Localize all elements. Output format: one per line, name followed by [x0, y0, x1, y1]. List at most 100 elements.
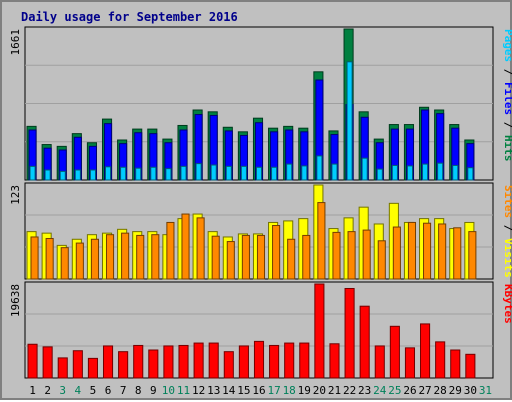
- bar-sites-day-17: [272, 225, 281, 280]
- legend-entry: /: [502, 115, 512, 135]
- bar-pages-day-4: [74, 169, 81, 181]
- bar-pages-day-15: [240, 165, 247, 181]
- bar-pages-day-9: [150, 166, 157, 181]
- bar-pages-day-11: [180, 165, 187, 181]
- panel-kbytes: 19638 KBytes: [9, 281, 512, 379]
- x-tick-label: 22: [343, 384, 356, 397]
- bar-sites-day-14: [226, 241, 235, 280]
- x-tick-label: 21: [328, 384, 341, 397]
- bar-kbytes-day-23: [359, 305, 370, 379]
- bar-kbytes-day-14: [223, 351, 234, 379]
- bar-sites-day-21: [332, 231, 341, 280]
- bar-sites-day-10: [166, 221, 175, 280]
- bar-pages-day-3: [59, 170, 66, 181]
- bar-pages-day-23: [361, 157, 368, 181]
- bar-pages-day-24: [376, 168, 383, 181]
- bar-sites-day-8: [136, 234, 145, 280]
- bar-pages-day-16: [255, 166, 263, 181]
- legend-kbytes: KBytes: [502, 284, 512, 324]
- bar-sites-day-2: [45, 237, 54, 280]
- bar-sites-day-9: [151, 234, 160, 280]
- bar-pages-day-29: [452, 164, 459, 181]
- bar-pages-day-8: [135, 167, 142, 181]
- legend-entry: Pages: [502, 29, 512, 62]
- bar-sites-day-1: [30, 236, 39, 280]
- bar-kbytes-day-6: [102, 345, 114, 379]
- bar-sites-day-28: [438, 223, 447, 280]
- x-tick-label: 4: [75, 384, 82, 397]
- bar-kbytes-day-19: [299, 342, 310, 379]
- bar-sites-day-18: [287, 238, 296, 280]
- bar-pages-day-22: [346, 61, 353, 181]
- bar-sites-day-12: [196, 217, 205, 280]
- bar-pages-day-14: [225, 165, 232, 181]
- x-tick-label: 6: [105, 384, 112, 397]
- x-tick-label: 16: [252, 384, 265, 397]
- x-tick-label: 11: [177, 384, 190, 397]
- bar-kbytes-day-3: [57, 357, 68, 379]
- legend-entry: Sites: [502, 185, 512, 218]
- bar-kbytes-day-8: [133, 344, 144, 379]
- bar-pages-day-10: [165, 168, 172, 181]
- panel-hits: 1661 Pages / Files / Hits: [9, 26, 512, 181]
- bar-kbytes-day-7: [118, 351, 129, 379]
- bar-kbytes-day-9: [148, 349, 159, 379]
- ymax-label-kbytes: 19638: [9, 284, 22, 317]
- x-tick-label: 18: [283, 384, 296, 397]
- bar-sites-day-26: [407, 221, 417, 280]
- bar-pages-day-17: [271, 166, 278, 181]
- bar-sites-day-13: [211, 235, 220, 280]
- bar-pages-day-1: [29, 165, 36, 181]
- x-tick-label: 26: [403, 384, 416, 397]
- bar-pages-day-19: [301, 165, 308, 181]
- chart-title: Daily usage for September 2016: [21, 10, 238, 24]
- bar-pages-day-27: [422, 163, 429, 181]
- bar-pages-day-6: [104, 166, 112, 181]
- x-tick-label: 2: [44, 384, 51, 397]
- x-tick-label: 24: [373, 384, 387, 397]
- bar-pages-day-28: [437, 162, 444, 181]
- bar-pages-day-20: [316, 155, 323, 181]
- bar-sites-day-6: [105, 234, 115, 280]
- bar-sites-day-15: [241, 234, 250, 280]
- bar-kbytes-day-26: [404, 347, 416, 379]
- bar-pages-day-2: [44, 169, 51, 181]
- bar-kbytes-day-11: [178, 344, 189, 379]
- x-tick-label: 23: [358, 384, 371, 397]
- bar-sites-day-4: [75, 242, 84, 280]
- x-tick-label: 8: [135, 384, 142, 397]
- bar-kbytes-day-5: [87, 357, 98, 379]
- x-tick-label: 27: [418, 384, 431, 397]
- bar-kbytes-day-22: [344, 287, 355, 379]
- x-tick-label: 31: [479, 384, 492, 397]
- x-tick-label: 12: [192, 384, 205, 397]
- x-tick-label: 13: [207, 384, 220, 397]
- bar-pages-day-7: [120, 166, 127, 181]
- bar-kbytes-day-21: [329, 343, 340, 379]
- bar-sites-day-16: [256, 234, 266, 280]
- bar-pages-day-13: [210, 164, 217, 181]
- bar-kbytes-day-28: [435, 341, 446, 379]
- bar-sites-day-19: [302, 234, 311, 280]
- x-tick-label: 19: [298, 384, 311, 397]
- bar-sites-day-20: [317, 202, 326, 280]
- bar-pages-day-12: [195, 163, 202, 181]
- x-tick-label: 20: [313, 384, 326, 397]
- x-tick-label: 25: [388, 384, 401, 397]
- ymax-label-visits: 123: [9, 185, 22, 205]
- x-tick-label: 5: [90, 384, 97, 397]
- bar-sites-day-27: [423, 222, 432, 280]
- bar-kbytes-day-24: [374, 345, 385, 379]
- bar-pages-day-21: [331, 163, 338, 181]
- bar-sites-day-11: [181, 213, 190, 280]
- x-tick-label: 10: [162, 384, 175, 397]
- bar-kbytes-day-18: [284, 342, 295, 379]
- x-tick-label: 29: [449, 384, 462, 397]
- x-tick-label: 30: [464, 384, 477, 397]
- x-tick-label: 17: [267, 384, 280, 397]
- bar-sites-day-24: [377, 240, 386, 280]
- x-tick-label: 14: [222, 384, 236, 397]
- legend-entry: /: [502, 218, 512, 238]
- bar-pages-day-30: [467, 167, 474, 181]
